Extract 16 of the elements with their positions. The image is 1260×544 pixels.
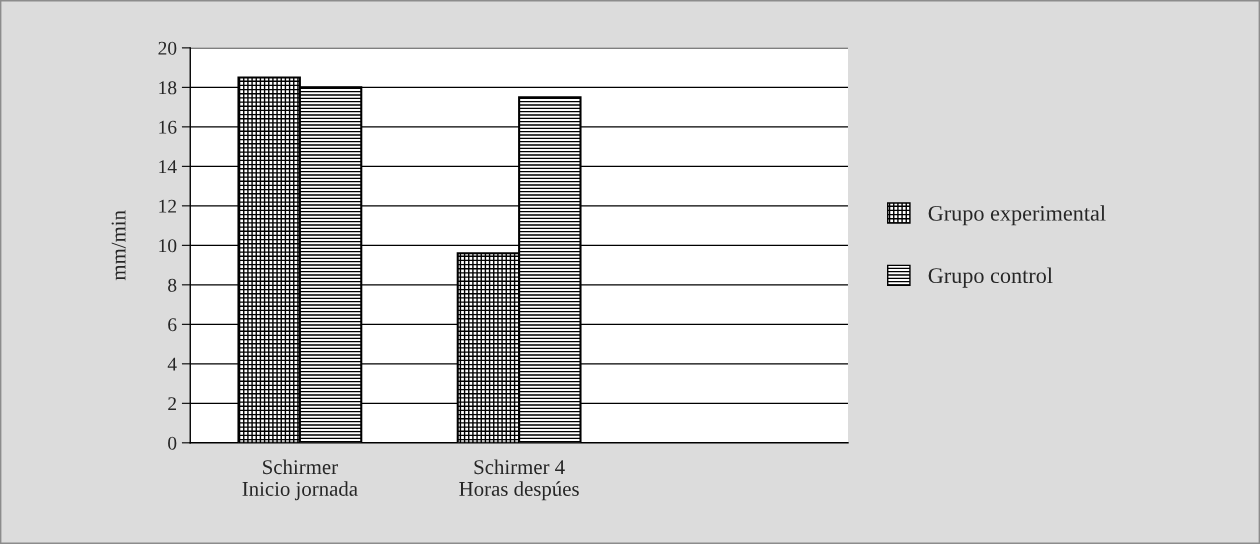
x-tick-label: Schirmer 4 Horas despúes <box>459 459 579 501</box>
legend-label: Grupo experimental <box>928 205 1106 226</box>
legend-label: Grupo control <box>928 267 1053 288</box>
y-tick-label: 2 <box>168 397 176 411</box>
y-tick-label: 18 <box>159 81 177 95</box>
y-tick-label: 6 <box>168 318 177 332</box>
y-tick-label: 16 <box>159 120 177 134</box>
y-tick-label: 0 <box>168 436 177 450</box>
y-tick-label: 4 <box>167 357 177 371</box>
y-tick-label: 10 <box>159 239 177 253</box>
y-tick-label: 8 <box>168 278 177 292</box>
x-tick-label: Schirmer Inicio jornada <box>242 459 358 501</box>
y-tick-label: 20 <box>158 41 177 55</box>
y-axis-title: mm/min <box>111 210 126 281</box>
y-tick-label: 12 <box>159 199 176 213</box>
y-tick-label: 14 <box>159 160 177 174</box>
